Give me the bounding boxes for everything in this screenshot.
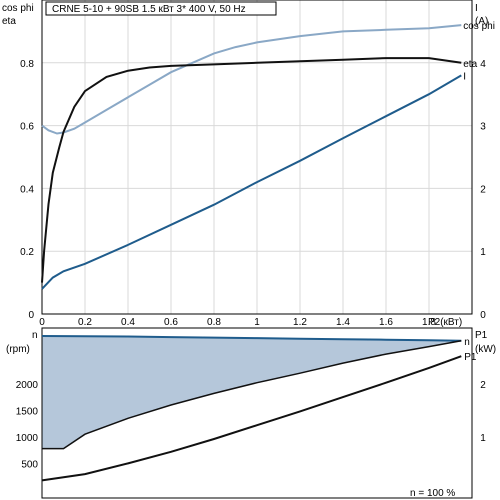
series-label: n (464, 337, 470, 348)
series-line-n-min (42, 340, 462, 450)
lower-x-axis-label: n = 100 % (410, 488, 455, 499)
upper-right-axis-label-top: I (475, 3, 478, 14)
lower-left-tick-label: 500 (21, 459, 38, 470)
lower-right-tick-label: 1 (480, 433, 486, 444)
lower-curves: n P1 (41, 335, 477, 482)
left-tick-label: 0.6 (20, 122, 34, 133)
lower-right-tick-label: 2 (480, 380, 486, 391)
series-line-I (41, 74, 462, 290)
x-tick-label: 1 (254, 317, 260, 328)
series-label: cos phi (463, 21, 495, 32)
series-label: P1 (464, 352, 477, 363)
x-tick-label: 0 (39, 317, 45, 328)
series-line-P1 (41, 355, 462, 482)
chart-title: CRNE 5-10 + 90SB 1.5 кВт 3* 400 V, 50 Hz (52, 4, 246, 15)
upper-x-axis-label: P2(кВт) (428, 317, 462, 328)
lower-left-tick-label: 2000 (16, 380, 39, 391)
upper-right-axis-label: (A) (475, 16, 488, 27)
lower-right-axis-label-top: P1 (475, 330, 488, 341)
upper-left-axis-label: eta (2, 16, 16, 27)
series-label: eta (463, 59, 477, 70)
series-line-n (41, 335, 462, 342)
lower-fill (42, 336, 462, 449)
upper-ticks: 0 0.2 0.4 0.6 0.8 1 1.2 1.4 1.6 1.8 0 0.2 0.4 0.6 0.8 0… (20, 59, 486, 328)
x-tick-label: 0.4 (121, 317, 135, 328)
left-tick-label: 0.8 (20, 59, 34, 70)
left-tick-label: 0.2 (20, 247, 34, 258)
x-tick-label: 1.4 (336, 317, 350, 328)
right-tick-label: 3 (480, 122, 486, 133)
x-tick-label: 1.2 (293, 317, 307, 328)
upper-grid (42, 0, 472, 314)
x-tick-label: 0.2 (78, 317, 92, 328)
lower-left-tick-label: 1000 (16, 433, 39, 444)
x-tick-label: 1.6 (379, 317, 393, 328)
lower-right-axis-label: (kW) (475, 344, 496, 355)
right-tick-label: 1 (480, 247, 486, 258)
lower-left-axis-label-top: n (32, 330, 38, 341)
series-line-eta (41, 57, 462, 283)
left-tick-label: 0 (28, 310, 34, 321)
right-tick-label: 4 (480, 59, 486, 70)
series-label: I (463, 71, 466, 82)
right-tick-label: 2 (480, 184, 486, 195)
x-tick-label: 0.8 (207, 317, 221, 328)
lower-ticks: 500 1000 1500 2000 1 2 (16, 380, 486, 471)
x-tick-label: 1.8 (422, 317, 436, 328)
left-tick-label: 0.4 (20, 184, 34, 195)
lower-left-tick-label: 1500 (16, 406, 39, 417)
x-tick-label: 0.6 (164, 317, 178, 328)
upper-plot-frame (41, 0, 473, 315)
right-tick-label: 0 (480, 310, 486, 321)
lower-left-axis-label: (rpm) (6, 344, 30, 355)
upper-left-axis-label-top: cos phi (2, 3, 34, 14)
speed-range-area (42, 336, 462, 449)
title-box (45, 1, 277, 16)
lower-plot-frame (41, 327, 473, 499)
